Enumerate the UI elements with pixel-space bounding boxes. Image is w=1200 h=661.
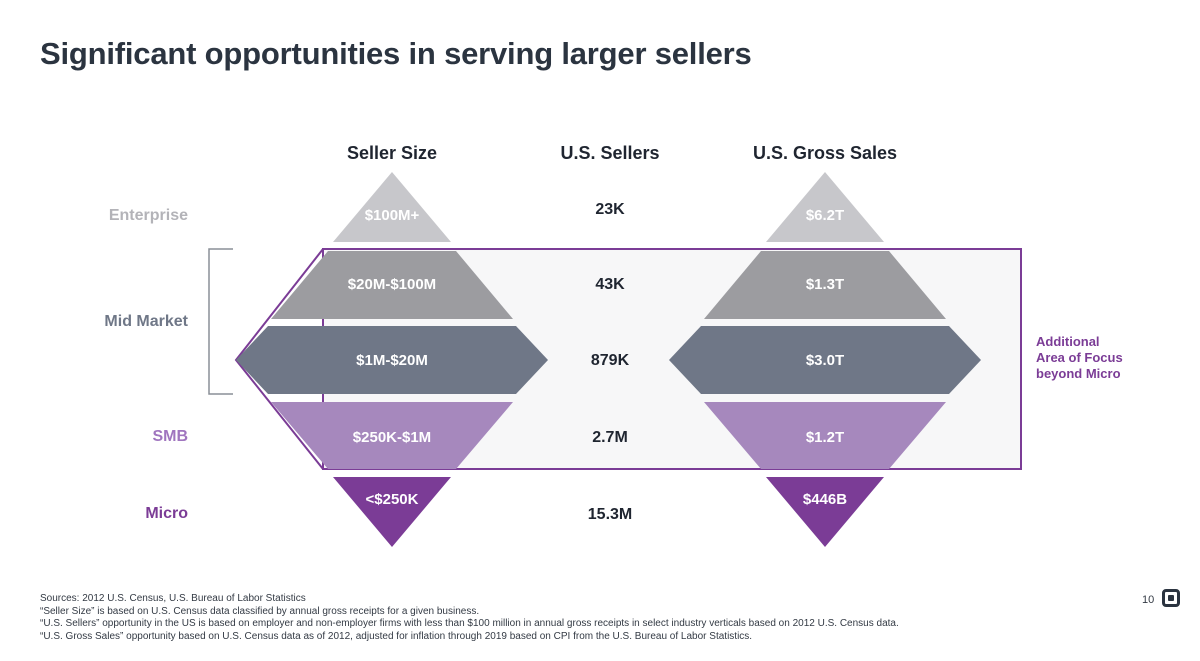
seller-size-enterprise-shape <box>333 172 451 242</box>
segment-enterprise: Enterprise <box>108 207 188 224</box>
segment-smb: SMB <box>152 428 188 445</box>
header-us-gross-sales: U.S. Gross Sales <box>752 143 898 163</box>
page-number: 10 <box>1142 594 1155 606</box>
us-sellers-micro: 15.3M <box>587 506 633 523</box>
focus-note-line: Additional <box>1036 334 1100 349</box>
gross-sales-upper-mid-shape <box>704 251 946 319</box>
square-logo-icon <box>1162 589 1180 607</box>
footnote-line: “U.S. Gross Sales” opportunity based on … <box>40 630 753 642</box>
gross-sales-lower-mid-shape <box>669 326 981 394</box>
us-sellers-enterprise: 23K <box>595 201 625 218</box>
page-title: Significant opportunities in serving lar… <box>40 36 752 71</box>
gross-sales-micro-label: $446B <box>802 491 848 508</box>
seller-size-micro-shape <box>333 477 451 547</box>
seller-size-upper-mid-shape <box>271 251 513 319</box>
seller-size-smb-shape <box>271 402 513 469</box>
segment-mid-market: Mid Market <box>104 313 188 330</box>
footnote-line: “Seller Size” is based on U.S. Census da… <box>40 605 480 617</box>
gross-sales-smb-label: $1.2T <box>805 429 845 446</box>
seller-size-upper-mid-label: $20M-$100M <box>347 276 437 293</box>
segment-micro: Micro <box>145 505 188 522</box>
gross-sales-smb-shape <box>704 402 946 469</box>
gross-sales-enterprise-label: $6.2T <box>805 207 845 224</box>
us-sellers-smb: 2.7M <box>592 429 628 446</box>
footnote-line: “U.S. Sellers” opportunity in the US is … <box>40 618 899 629</box>
seller-size-enterprise-label: $100M+ <box>364 207 420 224</box>
gross-sales-upper-mid-label: $1.3T <box>805 276 845 293</box>
gross-sales-enterprise-shape <box>766 172 884 242</box>
footnote-line: Sources: 2012 U.S. Census, U.S. Bureau o… <box>40 593 306 604</box>
focus-note-line: beyond Micro <box>1036 366 1121 381</box>
mid-market-bracket <box>208 248 233 395</box>
gross-sales-micro-shape <box>766 477 884 547</box>
header-us-sellers: U.S. Sellers <box>560 143 660 163</box>
footnotes: Sources: 2012 U.S. Census, U.S. Bureau o… <box>40 593 899 643</box>
seller-size-smb-label: $250K-$1M <box>352 429 432 446</box>
seller-size-lower-mid-shape <box>236 326 548 394</box>
seller-size-micro-label: <$250K <box>365 491 419 508</box>
seller-size-lower-mid-label: $1M-$20M <box>356 352 428 369</box>
gross-sales-lower-mid-label: $3.0T <box>805 352 845 369</box>
header-seller-size: Seller Size <box>346 143 438 163</box>
us-sellers-upper-mid: 43K <box>595 276 625 293</box>
focus-note-line: Area of Focus <box>1036 350 1123 365</box>
us-sellers-lower-mid: 879K <box>590 352 630 369</box>
focus-area-note: Additional Area of Focus beyond Micro <box>1036 334 1156 382</box>
